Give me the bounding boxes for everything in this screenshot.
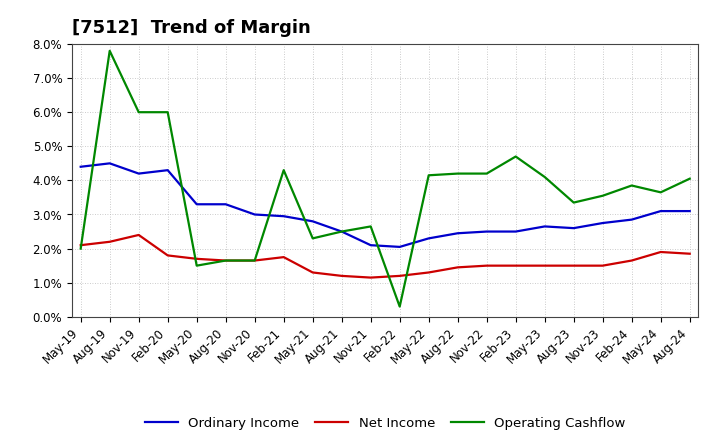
Operating Cashflow (424, 172, 433, 178)
Net Income (598, 263, 607, 268)
Operating Cashflow (395, 304, 404, 309)
Operating Cashflow (482, 171, 491, 176)
Legend: Ordinary Income, Net Income, Operating Cashflow: Ordinary Income, Net Income, Operating C… (138, 411, 632, 437)
Operating Cashflow (511, 154, 520, 159)
Ordinary Income (511, 229, 520, 234)
Operating Cashflow (135, 110, 143, 115)
Net Income (657, 249, 665, 255)
Text: [7512]  Trend of Margin: [7512] Trend of Margin (72, 19, 311, 37)
Net Income (76, 242, 85, 248)
Net Income (424, 270, 433, 275)
Ordinary Income (627, 217, 636, 222)
Operating Cashflow (366, 224, 375, 229)
Ordinary Income (657, 209, 665, 214)
Net Income (541, 263, 549, 268)
Operating Cashflow (251, 258, 259, 263)
Net Income (482, 263, 491, 268)
Operating Cashflow (192, 263, 201, 268)
Ordinary Income (424, 236, 433, 241)
Ordinary Income (598, 220, 607, 226)
Operating Cashflow (598, 193, 607, 198)
Operating Cashflow (570, 200, 578, 205)
Ordinary Income (338, 229, 346, 234)
Ordinary Income (570, 225, 578, 231)
Net Income (454, 265, 462, 270)
Operating Cashflow (105, 48, 114, 53)
Net Income (308, 270, 317, 275)
Net Income (627, 258, 636, 263)
Net Income (685, 251, 694, 257)
Line: Net Income: Net Income (81, 235, 690, 278)
Ordinary Income (482, 229, 491, 234)
Operating Cashflow (76, 246, 85, 251)
Net Income (570, 263, 578, 268)
Net Income (135, 232, 143, 238)
Ordinary Income (541, 224, 549, 229)
Net Income (163, 253, 172, 258)
Operating Cashflow (221, 258, 230, 263)
Line: Operating Cashflow: Operating Cashflow (81, 51, 690, 307)
Net Income (105, 239, 114, 244)
Ordinary Income (308, 219, 317, 224)
Net Income (221, 258, 230, 263)
Operating Cashflow (685, 176, 694, 181)
Ordinary Income (454, 231, 462, 236)
Operating Cashflow (454, 171, 462, 176)
Operating Cashflow (308, 236, 317, 241)
Net Income (366, 275, 375, 280)
Operating Cashflow (541, 174, 549, 180)
Operating Cashflow (163, 110, 172, 115)
Net Income (192, 256, 201, 261)
Net Income (279, 254, 288, 260)
Ordinary Income (279, 213, 288, 219)
Net Income (251, 258, 259, 263)
Ordinary Income (685, 209, 694, 214)
Operating Cashflow (657, 190, 665, 195)
Net Income (338, 273, 346, 279)
Ordinary Income (135, 171, 143, 176)
Line: Ordinary Income: Ordinary Income (81, 163, 690, 247)
Operating Cashflow (627, 183, 636, 188)
Ordinary Income (163, 168, 172, 173)
Ordinary Income (395, 244, 404, 249)
Operating Cashflow (338, 229, 346, 234)
Ordinary Income (221, 202, 230, 207)
Ordinary Income (192, 202, 201, 207)
Net Income (395, 273, 404, 279)
Net Income (511, 263, 520, 268)
Operating Cashflow (279, 168, 288, 173)
Ordinary Income (251, 212, 259, 217)
Ordinary Income (366, 242, 375, 248)
Ordinary Income (76, 164, 85, 169)
Ordinary Income (105, 161, 114, 166)
